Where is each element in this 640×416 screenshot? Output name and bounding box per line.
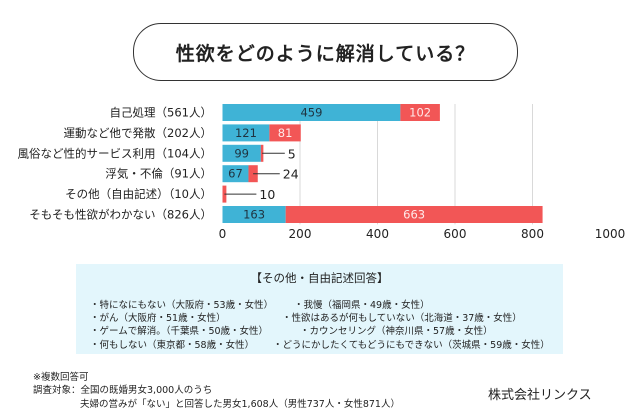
category-label: 風俗など性的サービス利用（104人） — [18, 146, 212, 160]
x-tick-label: 400 — [366, 227, 389, 241]
x-tick-label: 0 — [219, 227, 227, 241]
free-response-item: ・何もしない（東京都・58歳・女性） — [90, 340, 255, 351]
data-label: 99 — [234, 146, 249, 160]
data-label: 663 — [403, 208, 425, 222]
category-label: 運動など他で発散（202人） — [64, 126, 212, 140]
data-label: 102 — [409, 106, 431, 120]
category-label: 自己処理（561人） — [110, 106, 212, 120]
data-label: 459 — [300, 106, 322, 120]
free-response-box: 【その他・自由記述回答】 ・特になにもない（大阪府・53歳・女性） ・我慢（福岡… — [76, 264, 563, 354]
bar-segment — [222, 124, 270, 142]
free-response-item: ・性欲はあるが何もしていない（北海道・37歳・女性） — [282, 313, 522, 324]
free-response-item: ・どうにかしたくてもどうにもできない（茨城県・59歳・女性） — [273, 340, 550, 351]
free-response-item: ・カウンセリング（神奈川県・57歳・女性） — [300, 326, 493, 337]
data-label: 5 — [288, 146, 296, 161]
bar-segment — [222, 104, 401, 121]
chart-title: 性欲をどのように解消している？ — [175, 42, 476, 65]
bar-segment — [222, 144, 261, 162]
bar-segment — [248, 165, 258, 183]
bar-segment — [222, 165, 249, 183]
footnote-multiple-answers: ※複数回答可 — [33, 372, 89, 383]
category-label: その他（自由記述）（10人） — [65, 187, 212, 201]
free-response-title: 【その他・自由記述回答】 — [250, 271, 389, 285]
bar-segment — [285, 206, 543, 223]
data-label: 10 — [259, 187, 275, 202]
x-tick-label: 600 — [444, 227, 467, 241]
data-label: 67 — [228, 167, 243, 181]
company-name: 株式会社リンクス — [488, 388, 592, 403]
free-response-item: ・我慢（福岡県・49歳・女性） — [294, 300, 430, 311]
free-response-item: ・特になにもない（大阪府・53歳・女性） — [90, 300, 274, 311]
data-label: 163 — [243, 208, 265, 222]
x-tick-label: 200 — [289, 227, 312, 241]
free-response-item: ・ゲームで解消。（千葉県・50歳・女性） — [90, 326, 269, 337]
bar-segment — [400, 104, 440, 121]
bar-segment — [222, 206, 286, 223]
x-tick-label: 800 — [521, 227, 544, 241]
footnote-survey-target-detail: 夫婦の営みが「ない」と回答した男女1,608人（男性737人・女性871人） — [80, 399, 400, 410]
bar-segment — [269, 124, 301, 142]
data-label: 24 — [283, 167, 299, 182]
bar-chart: 0 200 400 600 800 1000 自己処理（561人） 459 102 運動など他で発… — [18, 104, 626, 241]
free-response-item: ・がん（大阪府・51歳・女性） — [90, 313, 226, 324]
footnote-survey-target: 調査対象：全国の既婚男女3,000人のうち — [33, 385, 213, 396]
data-label: 81 — [278, 126, 293, 140]
chart-title-box: 性欲をどのように解消している？ — [133, 23, 518, 81]
category-label: そもそも性欲がわかない（826人） — [29, 208, 212, 222]
category-label: 浮気・不倫（91人） — [105, 167, 212, 181]
data-label: 121 — [235, 126, 257, 140]
x-tick-label: 1000 — [595, 227, 626, 241]
